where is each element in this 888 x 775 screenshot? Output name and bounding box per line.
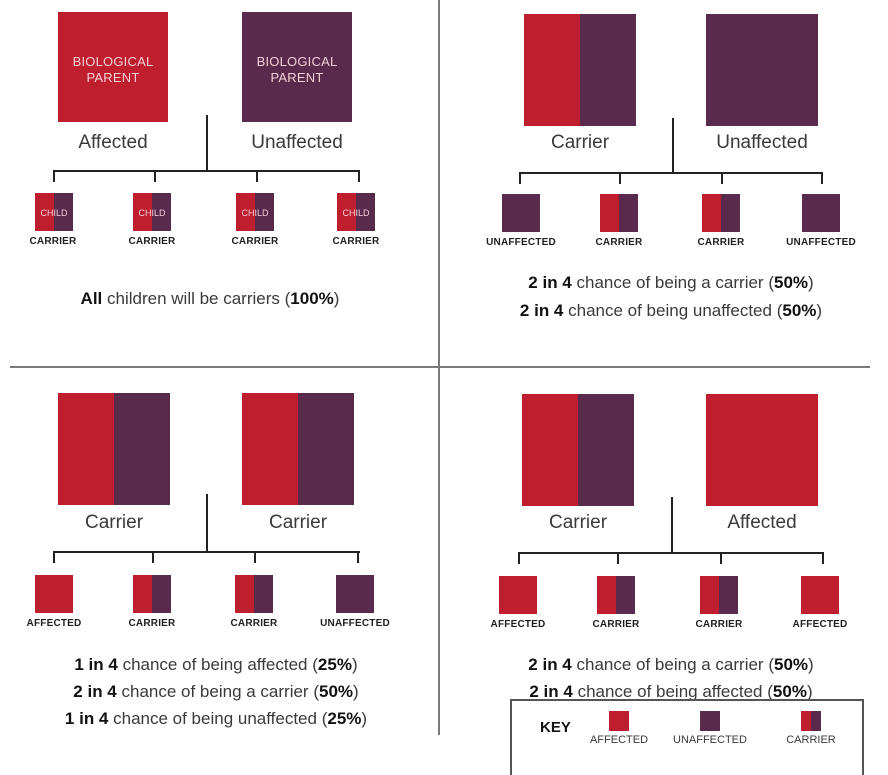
child-status-label: CARRIER [230, 618, 278, 629]
tree-line [53, 551, 55, 563]
tree-line [53, 170, 55, 182]
child-affected-square [499, 576, 537, 614]
child-carrier-square [597, 576, 635, 614]
child-unaffected-square [336, 575, 374, 613]
child-status-label: AFFECTED [490, 619, 546, 630]
probability-statement: 2 in 4 chance of being unaffected (50%) [519, 301, 823, 320]
parent-inner-label: BIOLOGICAL PARENT [72, 54, 154, 85]
child-status-label: CARRIER [29, 236, 77, 247]
key-unaffected-swatch [700, 711, 720, 731]
tree-line [53, 170, 360, 172]
parent-label: Carrier [268, 512, 328, 533]
parent-affected-square [706, 394, 818, 506]
child-status-label: CARRIER [697, 237, 745, 248]
tree-line [821, 172, 823, 184]
parent-label: Carrier [548, 512, 608, 533]
tree-line [256, 170, 258, 182]
child-carrier-square [702, 194, 740, 232]
child-status-label: CARRIER [595, 237, 643, 248]
tree-line [721, 172, 723, 184]
tree-line [671, 497, 673, 553]
parent-label: Affected [78, 132, 148, 153]
parent-affected-square: BIOLOGICAL PARENT [58, 12, 168, 122]
child-status-label: CARRIER [695, 619, 743, 630]
parent-unaffected-square: BIOLOGICAL PARENT [242, 12, 352, 122]
legend-key: KEY AFFECTED UNAFFECTED CARRIER [510, 699, 864, 775]
child-status-label: AFFECTED [792, 619, 848, 630]
key-affected-label: AFFECTED [589, 734, 649, 746]
child-status-label: CARRIER [332, 236, 380, 247]
child-carrier-square [700, 576, 738, 614]
child-carrier-square: CHILD [236, 193, 274, 231]
child-affected-square [35, 575, 73, 613]
child-status-label: CARRIER [128, 618, 176, 629]
tree-line [617, 552, 619, 564]
child-status-label: AFFECTED [26, 618, 82, 629]
child-carrier-square [133, 575, 171, 613]
child-status-label: UNAFFECTED [320, 618, 390, 629]
horizontal-divider [10, 366, 870, 368]
child-affected-square [801, 576, 839, 614]
child-status-label: CARRIER [231, 236, 279, 247]
parent-label: Affected [727, 512, 797, 533]
child-status-label: UNAFFECTED [486, 237, 556, 248]
tree-line [518, 552, 520, 564]
parent-carrier-square [524, 14, 636, 126]
tree-line [822, 552, 824, 564]
child-status-label: UNAFFECTED [786, 237, 856, 248]
child-inner-label: CHILD [40, 208, 68, 218]
child-carrier-square: CHILD [337, 193, 375, 231]
key-carrier-label: CARRIER [786, 734, 836, 746]
parent-label: Unaffected [251, 132, 343, 153]
key-title: KEY [540, 719, 571, 736]
child-unaffected-square [802, 194, 840, 232]
probability-statement: 2 in 4 chance of being a carrier (50%) [528, 273, 814, 292]
child-carrier-square: CHILD [35, 193, 73, 231]
tree-line [619, 172, 621, 184]
tree-line [720, 552, 722, 564]
tree-line [152, 551, 154, 563]
child-carrier-square [600, 194, 638, 232]
key-affected-swatch [609, 711, 629, 731]
tree-line [518, 552, 824, 554]
child-status-label: CARRIER [592, 619, 640, 630]
child-carrier-square [235, 575, 273, 613]
parent-label: Carrier [84, 512, 144, 533]
tree-line [254, 551, 256, 563]
tree-line [154, 170, 156, 182]
probability-statement: 2 in 4 chance of being a carrier (50%) [73, 682, 359, 701]
parent-carrier-square [522, 394, 634, 506]
child-inner-label: CHILD [138, 208, 166, 218]
parent-carrier-square [58, 393, 170, 505]
child-status-label: CARRIER [128, 236, 176, 247]
child-inner-label: CHILD [342, 208, 370, 218]
parent-label: Unaffected [716, 132, 808, 153]
probability-statement: 2 in 4 chance of being affected (50%) [529, 682, 813, 701]
probability-statement: All children will be carriers (100%) [80, 289, 340, 308]
tree-line [519, 172, 823, 174]
tree-line [357, 551, 359, 563]
child-unaffected-square [502, 194, 540, 232]
tree-line [672, 118, 674, 172]
probability-statement: 1 in 4 chance of being affected (25%) [74, 655, 358, 674]
child-inner-label: CHILD [241, 208, 269, 218]
parent-unaffected-square [706, 14, 818, 126]
tree-line [53, 551, 360, 553]
parent-inner-label: BIOLOGICAL PARENT [256, 54, 338, 85]
tree-line [519, 172, 521, 184]
child-carrier-square: CHILD [133, 193, 171, 231]
probability-statement: 1 in 4 chance of being unaffected (25%) [64, 709, 368, 728]
tree-line [206, 494, 208, 552]
tree-line [206, 115, 208, 172]
parent-carrier-square [242, 393, 354, 505]
tree-line [358, 170, 360, 182]
parent-label: Carrier [550, 132, 610, 153]
key-unaffected-label: UNAFFECTED [673, 734, 747, 746]
probability-statement: 2 in 4 chance of being a carrier (50%) [528, 655, 814, 674]
key-carrier-swatch [801, 711, 821, 731]
